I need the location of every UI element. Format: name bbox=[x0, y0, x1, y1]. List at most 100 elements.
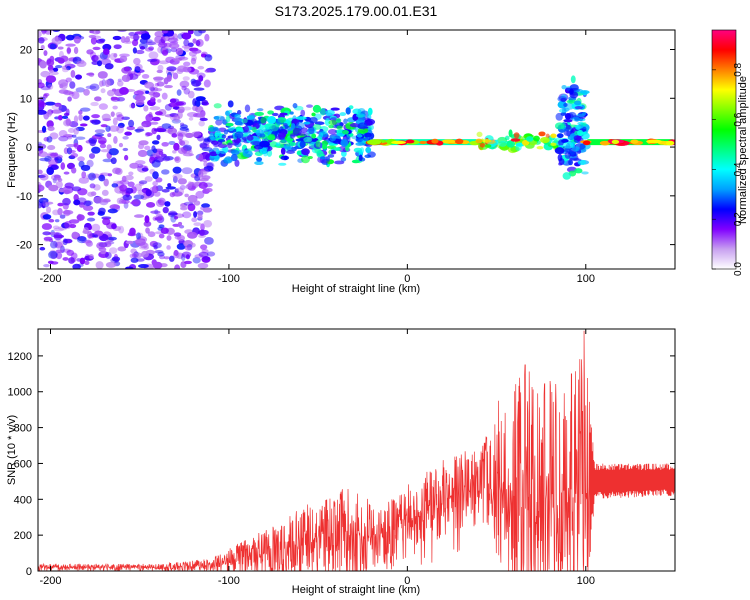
spectrogram-cell bbox=[62, 257, 69, 261]
spectrogram-cell bbox=[41, 30, 47, 35]
spectrogram-cell bbox=[254, 161, 264, 166]
spectrogram-cell bbox=[208, 126, 220, 132]
spectrogram-cell bbox=[41, 223, 53, 230]
spectrogram-cell bbox=[355, 142, 364, 146]
spectrogram-cell bbox=[100, 124, 108, 128]
spectrogram-cell bbox=[246, 115, 255, 120]
spectrogram-cell bbox=[225, 115, 231, 123]
spectrogram-cell bbox=[90, 37, 97, 45]
spectrogram-cell bbox=[183, 201, 194, 206]
spectrogram-cell bbox=[108, 125, 120, 132]
spectrogram-x-label: Height of straight line (km) bbox=[292, 283, 420, 295]
spectrogram-cell bbox=[311, 133, 317, 139]
spectrogram-cell bbox=[241, 118, 248, 124]
spectrogram-cell bbox=[312, 104, 322, 113]
spectrogram-cell bbox=[88, 137, 97, 144]
snr-y-tick-label: 600 bbox=[14, 458, 32, 470]
spectrogram-cell bbox=[336, 125, 343, 130]
spectrogram-cell bbox=[213, 115, 225, 121]
spectrogram-cell bbox=[182, 153, 194, 157]
spectrogram-cell bbox=[192, 98, 197, 107]
colorbar-tick-label: 0.2 bbox=[733, 212, 744, 226]
spectrogram-cell bbox=[138, 140, 149, 146]
spectrogram-cell bbox=[173, 114, 180, 123]
spectrogram-cell bbox=[62, 248, 71, 253]
spectrogram-cell bbox=[391, 140, 406, 145]
spectrogram-cell bbox=[244, 104, 251, 113]
spectrogram-cell bbox=[582, 122, 587, 127]
spectrogram-cell bbox=[69, 150, 76, 154]
spectrogram-cell bbox=[513, 132, 520, 139]
spectrogram-cell bbox=[172, 175, 178, 184]
spectrogram-cell bbox=[571, 146, 580, 152]
spectrogram-cell bbox=[172, 114, 180, 121]
spectrogram-cell bbox=[57, 114, 63, 121]
spectrogram-cell bbox=[116, 125, 124, 134]
spectrogram-cell bbox=[556, 133, 564, 139]
spectrogram-cell bbox=[295, 116, 307, 120]
spectrogram-cell bbox=[181, 251, 192, 258]
spectrogram-cell bbox=[582, 111, 587, 116]
spectrogram-cell bbox=[88, 254, 94, 260]
spectrogram-cell bbox=[152, 116, 161, 122]
spectrogram-cell bbox=[71, 167, 77, 174]
spectrogram-cell bbox=[169, 192, 176, 198]
spectrogram-cell bbox=[204, 236, 214, 245]
spectrogram-cell bbox=[141, 74, 150, 79]
spectrogram-cell bbox=[231, 149, 240, 156]
spectrogram-cell bbox=[179, 140, 186, 146]
spectrogram-cell bbox=[112, 35, 122, 41]
spectrogram-cell bbox=[153, 191, 161, 197]
spectrogram-cell bbox=[200, 244, 208, 250]
spectrogram-cell bbox=[61, 115, 69, 119]
spectrogram-cell bbox=[93, 196, 104, 204]
spectrogram-cell bbox=[198, 251, 209, 258]
spectrogram-cell bbox=[175, 47, 184, 56]
spectrogram-cell bbox=[204, 69, 211, 73]
spectrogram-cell bbox=[277, 132, 287, 138]
spectrogram-cell bbox=[153, 77, 163, 83]
spectrogram-cell bbox=[106, 144, 112, 151]
spectrogram-cell bbox=[308, 126, 315, 135]
spectrogram-cell bbox=[163, 256, 170, 260]
spectrogram-cell bbox=[665, 140, 675, 146]
spectrogram-cell bbox=[359, 147, 365, 154]
spectrogram-cell bbox=[351, 159, 361, 164]
spectrogram-cell bbox=[280, 147, 286, 155]
spectrogram-cell bbox=[139, 46, 146, 50]
spectrogram-cell bbox=[141, 250, 149, 258]
spectrogram-cell bbox=[68, 91, 75, 97]
spectrogram-cell bbox=[51, 109, 63, 114]
spectrogram-cell bbox=[102, 118, 112, 122]
spectrogram-cell bbox=[107, 173, 113, 177]
spectrogram-cell bbox=[180, 206, 188, 211]
spectrogram-marks bbox=[38, 30, 675, 269]
spectrogram-cell bbox=[172, 166, 182, 174]
spectrogram-cell bbox=[84, 260, 90, 265]
spectrogram-cell bbox=[564, 112, 572, 120]
snr-y-tick-label: 1200 bbox=[8, 351, 32, 363]
spectrogram-cell bbox=[188, 149, 193, 157]
spectrogram-cell bbox=[301, 148, 310, 156]
spectrogram-cell bbox=[134, 66, 141, 73]
spectrogram-cell bbox=[124, 174, 134, 181]
spectrogram-cell bbox=[330, 151, 337, 155]
spectrogram-cell bbox=[85, 239, 92, 246]
spectrogram-cell bbox=[192, 105, 199, 112]
spectrogram-cell bbox=[71, 91, 80, 100]
spectrogram-cell bbox=[51, 103, 63, 111]
spectrogram-cell bbox=[61, 67, 69, 73]
spectrogram-cell bbox=[117, 78, 122, 82]
snr-y-tick-label: 200 bbox=[14, 530, 32, 542]
spectrogram-cell bbox=[149, 106, 161, 111]
snr-y-ticks: 0 200 400 600 800 1000 1200 bbox=[8, 351, 675, 578]
spectrogram-cell bbox=[88, 153, 96, 159]
spectrogram-cell bbox=[316, 150, 324, 158]
spectrogram-cell bbox=[98, 207, 106, 215]
spectrogram-cell bbox=[576, 134, 581, 142]
spectrogram-cell bbox=[340, 157, 347, 162]
spectrogram-cell bbox=[215, 132, 221, 137]
spectrogram-cell bbox=[168, 255, 175, 262]
spectrogram-cell bbox=[204, 33, 210, 42]
spectrogram-cell bbox=[118, 142, 124, 148]
